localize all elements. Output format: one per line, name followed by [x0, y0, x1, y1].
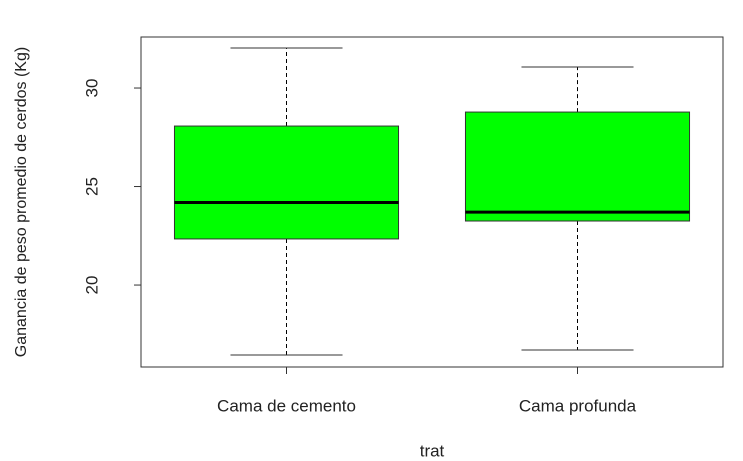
x-axis-label: trat	[420, 441, 445, 460]
y-tick-label: 30	[82, 79, 101, 98]
x-tick-label: Cama de cemento	[217, 396, 356, 415]
x-tick-label: Cama profunda	[519, 396, 637, 415]
y-axis-label: Ganancia de peso promedio de cerdos (Kg)	[13, 47, 30, 357]
y-tick-label: 25	[82, 177, 101, 196]
plot-frame	[140, 36, 724, 368]
y-tick-label: 20	[82, 276, 101, 295]
box	[173, 125, 400, 240]
box	[464, 111, 691, 222]
